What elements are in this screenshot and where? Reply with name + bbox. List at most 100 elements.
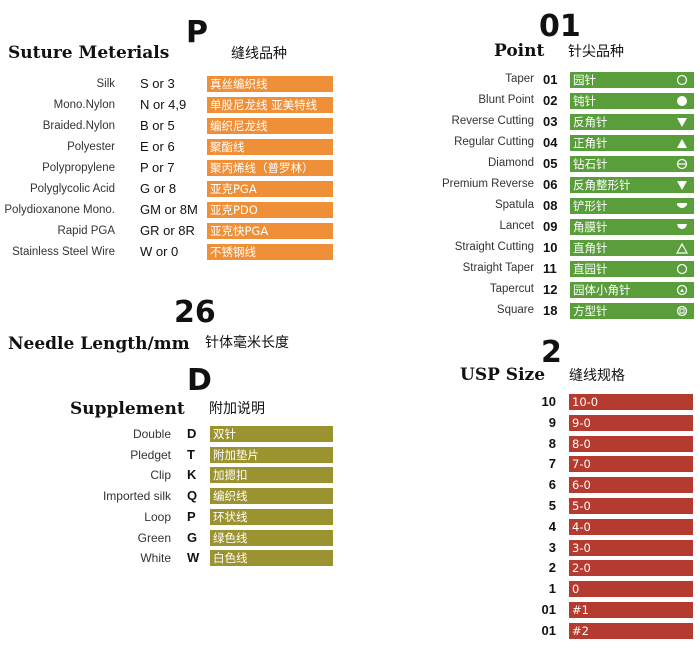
suture-bar: 亚克PGA — [207, 181, 333, 197]
usp-bar: 5-0 — [569, 498, 693, 514]
supplement-code-value: Q — [187, 488, 198, 503]
point-code-value: 03 — [543, 114, 558, 129]
usp-title: USP Size — [460, 365, 546, 385]
usp-code-value: 5 — [548, 498, 556, 513]
point-title-zh: 针尖品种 — [568, 44, 624, 60]
suture-label: Silk — [96, 78, 115, 90]
suture-label: Braided.Nylon — [42, 120, 115, 132]
point-bar-label: 直角针 — [573, 241, 608, 255]
supplement-code: D — [187, 363, 212, 398]
supplement-bar: 绿色线 — [210, 530, 333, 546]
supplement-label: Clip — [150, 468, 171, 482]
point-label: Spatula — [494, 199, 534, 211]
suture-bar: 单股尼龙线 亚美特线 — [207, 97, 333, 113]
suture-code-value: B or 5 — [140, 118, 175, 133]
point-code-value: 01 — [543, 72, 558, 87]
point-bar: 方型针 — [570, 303, 694, 319]
supplement-label: Double — [132, 427, 171, 441]
suture-label: Rapid PGA — [57, 225, 115, 237]
suture-bar: 亚克PDO — [207, 202, 333, 218]
point-bar: 直角针 — [570, 240, 694, 256]
supplement-label: Pledget — [130, 448, 171, 462]
point-label: Straight Taper — [462, 262, 534, 274]
suture-code-value: GM or 8M — [140, 202, 198, 217]
suture-bar: 不锈钢线 — [207, 244, 333, 260]
suture-code-value: G or 8 — [140, 181, 177, 196]
usp-code-value: 01 — [541, 623, 556, 638]
supplement-code-value: W — [187, 550, 200, 565]
supplement-bar: 附加垫片 — [210, 447, 333, 463]
point-code-value: 18 — [543, 303, 558, 318]
point-bar-label: 反角整形针 — [573, 178, 631, 192]
usp-code-value: 1 — [548, 581, 556, 596]
point-bar: 直园针 — [570, 261, 694, 277]
suture-bar: 聚丙烯线（普罗林） — [207, 160, 333, 176]
suture-label: Polyester — [67, 141, 115, 153]
usp-code-value: 6 — [548, 477, 556, 492]
point-label: Lancet — [499, 220, 534, 232]
point-bar-label: 园体小角针 — [573, 283, 631, 297]
point-bar-label: 反角针 — [573, 115, 608, 129]
point-label: Tapercut — [489, 283, 534, 295]
point-code-value: 10 — [543, 240, 558, 255]
point-bar-label: 钻石针 — [573, 157, 608, 171]
point-bar: 铲形针 — [570, 198, 694, 214]
point-bar-label: 直园针 — [573, 262, 608, 276]
usp-bar: 10-0 — [569, 394, 693, 410]
needle-length-code: 26 — [174, 295, 216, 330]
supplement-code-value: T — [187, 447, 195, 462]
supplement-code-value: D — [187, 426, 197, 441]
point-bar: 园针 — [570, 72, 694, 88]
supplement-bar: 双针 — [210, 426, 333, 442]
supplement-bar: 加摁扣 — [210, 467, 333, 483]
point-title: Point — [494, 41, 545, 61]
suture-code-value: E or 6 — [140, 139, 175, 154]
supplement-title-zh: 附加说明 — [209, 401, 265, 417]
suture-title: Suture Meterials — [8, 43, 170, 63]
needle-length-title-zh: 针体毫米长度 — [205, 335, 289, 351]
usp-code-value: 9 — [548, 415, 556, 430]
suture-bar: 编织尼龙线 — [207, 118, 333, 134]
usp-bar: 3-0 — [569, 540, 693, 556]
point-bar-label: 钝针 — [573, 94, 596, 108]
suture-code-value: W or 0 — [140, 244, 179, 259]
point-label: Reverse Cutting — [451, 115, 534, 127]
point-label: Diamond — [487, 157, 534, 169]
supplement-label: Loop — [144, 510, 171, 524]
usp-code-value: 10 — [541, 394, 556, 409]
suture-label: Polydioxanone Mono. — [4, 204, 115, 216]
point-label: Premium Reverse — [441, 178, 534, 190]
point-bar: 正角针 — [570, 135, 694, 151]
point-bar: 园体小角针 — [570, 282, 694, 298]
point-label: Straight Cutting — [454, 241, 534, 253]
point-label: Blunt Point — [478, 94, 534, 106]
point-code-value: 08 — [543, 198, 558, 213]
supplement-code-value: K — [187, 467, 197, 482]
usp-bar: #1 — [569, 602, 693, 618]
point-label: Taper — [505, 73, 534, 85]
point-bar: 钝针 — [570, 93, 694, 109]
usp-bar: #2 — [569, 623, 693, 639]
supplement-code-value: G — [187, 530, 198, 545]
point-code: 01 — [539, 9, 581, 44]
usp-bar: 0 — [569, 581, 693, 597]
usp-bar: 7-0 — [569, 456, 693, 472]
usp-code-value: 3 — [548, 540, 556, 555]
supplement-bar: 编织线 — [210, 488, 333, 504]
usp-code: 2 — [541, 335, 562, 370]
usp-bar: 2-0 — [569, 560, 693, 576]
supplement-label: White — [140, 551, 171, 565]
suture-code-value: S or 3 — [140, 76, 175, 91]
usp-bar: 6-0 — [569, 477, 693, 493]
suture-label: Stainless Steel Wire — [12, 246, 115, 258]
supplement-title: Supplement — [70, 399, 185, 419]
suture-code-value: GR or 8R — [140, 223, 195, 238]
point-code-value: 12 — [543, 282, 558, 297]
point-bar-label: 铲形针 — [573, 199, 608, 213]
point-bar-label: 正角针 — [573, 136, 608, 150]
suture-label: Polyglycolic Acid — [29, 183, 115, 195]
suture-bar: 真丝编织线 — [207, 76, 333, 92]
usp-code-value: 7 — [548, 456, 556, 471]
suture-code: P — [186, 15, 208, 50]
supplement-label: Green — [137, 531, 171, 545]
